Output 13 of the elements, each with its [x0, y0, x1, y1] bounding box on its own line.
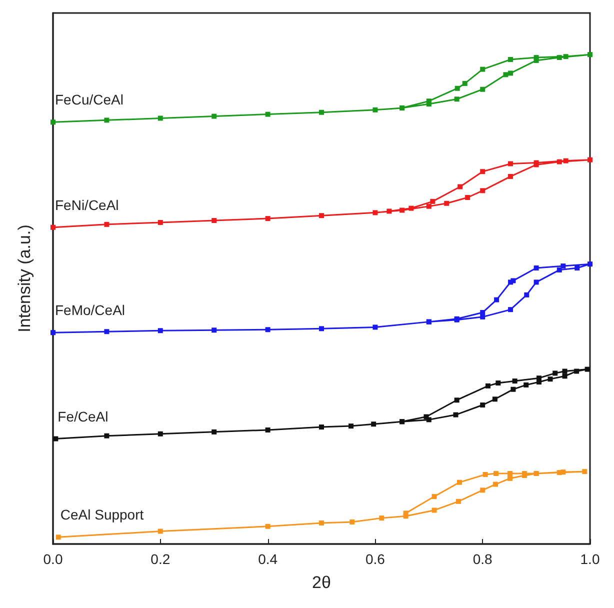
series-label: FeCu/CeAl	[55, 92, 124, 108]
x-tick-label: 0.0	[43, 551, 63, 567]
x-tick-label: 0.6	[365, 551, 386, 567]
series-label: FeMo/CeAl	[55, 302, 126, 318]
x-axis-title: 2θ	[312, 573, 331, 592]
x-tick-label: 0.2	[150, 551, 170, 567]
x-tick-label: 0.8	[472, 551, 493, 567]
y-axis-title: Intensity (a.u.)	[15, 224, 34, 332]
series-label: FeNi/CeAl	[55, 196, 119, 213]
x-tick-label: 1.0	[580, 551, 600, 567]
series-label: CeAl Support	[60, 506, 144, 523]
series-label: Fe/CeAl	[58, 408, 108, 424]
x-tick-label: 0.4	[258, 551, 278, 567]
